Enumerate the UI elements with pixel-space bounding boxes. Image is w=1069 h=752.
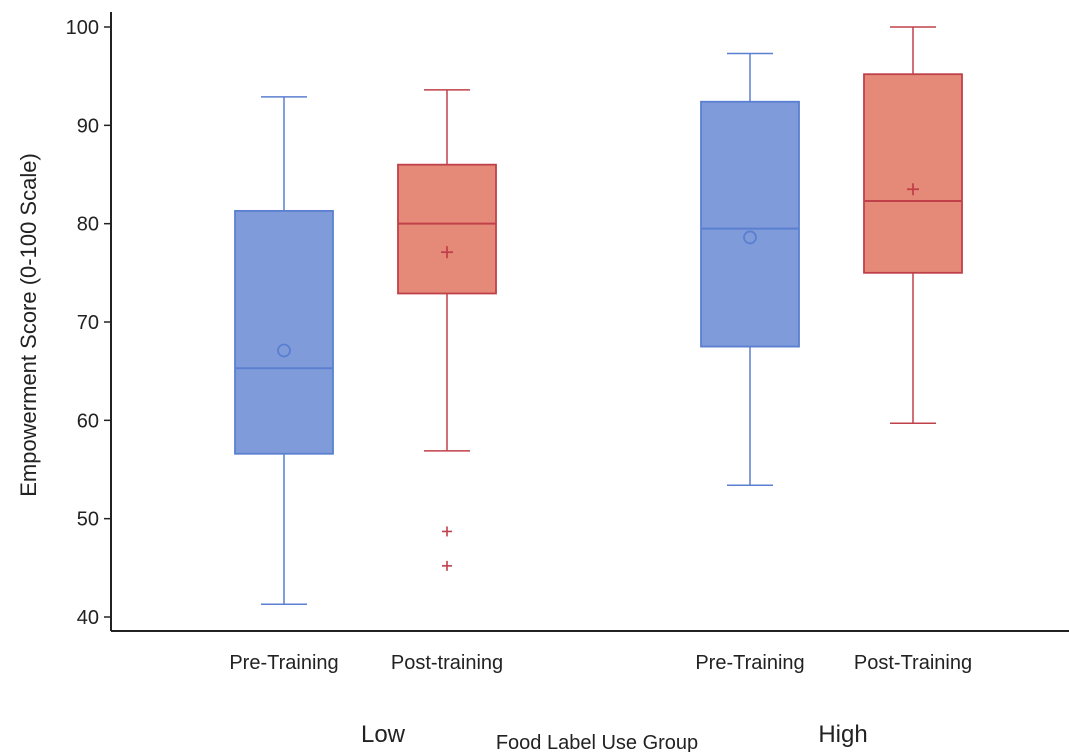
y-tick-label: 90 [77,115,99,137]
mean-marker [743,230,757,245]
y-tick-label: 50 [77,509,99,531]
box-2 [397,89,497,571]
box-3 [700,52,800,486]
group-label: High [818,721,867,748]
y-tick-label: 40 [77,607,99,629]
x-tick-label: Pre-Training [229,652,338,674]
boxes [234,26,963,605]
box-iqr [700,100,800,348]
x-axis-title: Food Label Use Group [496,732,698,752]
y-axis-title: Empowerment Score (0-100 Scale) [16,153,41,497]
mean-marker [277,343,291,358]
x-tick-label: Post-training [391,652,503,674]
box-1 [234,96,334,605]
y-tick-label: 80 [77,214,99,236]
y-tick-label: 100 [66,17,99,39]
y-tick-label: 70 [77,312,99,334]
x-axis-labels: Pre-Training Post-training Pre-Training Pos… [229,652,972,748]
y-tick-label: 60 [77,410,99,432]
box-iqr [397,163,497,295]
group-label: Low [361,721,406,748]
y-axis-ticks: 40 50 60 70 80 90 100 [66,17,111,629]
box-iqr [863,73,963,274]
box-4 [863,26,963,425]
x-tick-label: Post-Training [854,652,972,674]
x-tick-label: Pre-Training [695,652,804,674]
box-iqr [234,209,334,455]
